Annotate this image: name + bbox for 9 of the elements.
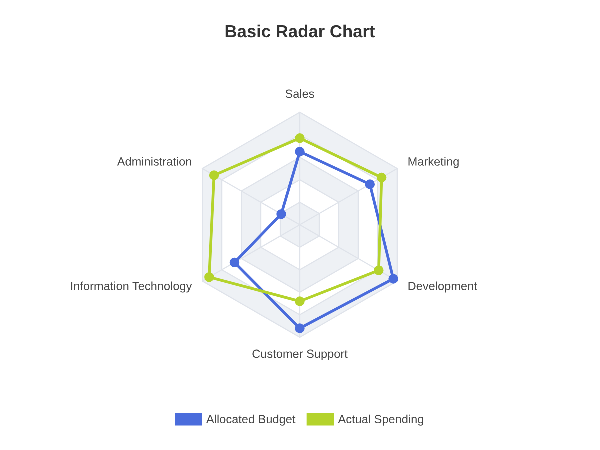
chart-title: Basic Radar Chart: [226, 24, 376, 38]
spoke-label: Administration: [117, 157, 192, 166]
legend-label: Allocated Budget: [206, 414, 296, 426]
spoke-label: Sales: [286, 89, 314, 98]
legend-label: Actual Spending: [338, 414, 424, 426]
spoke-label: Customer Support: [252, 350, 348, 361]
spoke-label: Information Technology: [71, 282, 192, 293]
spoke-label: Development: [408, 282, 478, 293]
spoke-label: Marketing: [408, 157, 459, 168]
